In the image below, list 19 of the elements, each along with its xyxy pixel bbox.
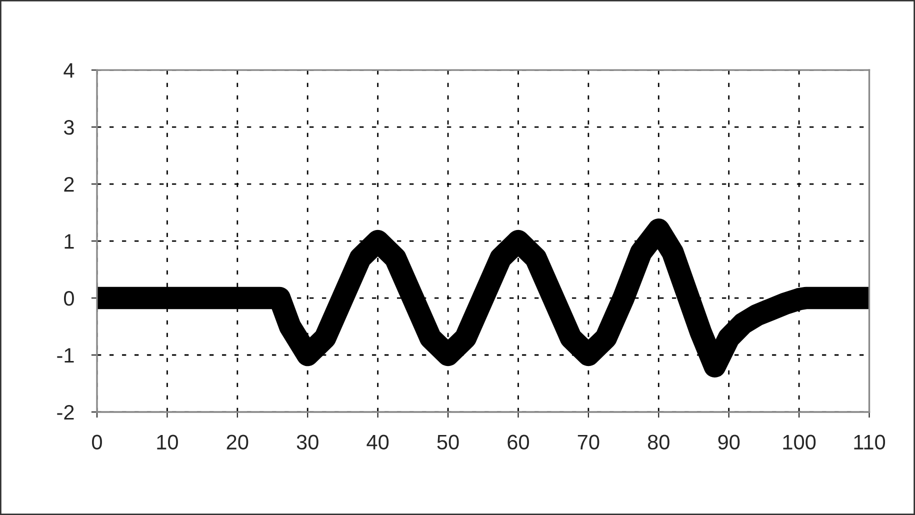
y-tick-label: 0: [64, 291, 74, 306]
x-tick-label: 20: [226, 434, 248, 450]
x-tick-label: 60: [508, 434, 529, 450]
x-tick-label: 10: [157, 434, 178, 450]
y-tick-label: -2: [57, 405, 74, 420]
x-tick-label: 110: [854, 434, 886, 450]
x-tick-label: 100: [783, 434, 816, 450]
x-tick-label: 0: [92, 434, 102, 450]
x-tick-label: 90: [718, 434, 740, 450]
y-tick-label: 3: [64, 120, 74, 135]
x-tick-label: 80: [648, 434, 670, 450]
x-tick-label: 30: [296, 434, 318, 450]
x-tick-label: 50: [437, 434, 459, 450]
x-tick-label: 70: [578, 434, 600, 450]
y-tick-label: -1: [57, 348, 74, 363]
y-tick-label: 2: [64, 177, 74, 192]
y-tick-label: 4: [64, 63, 74, 78]
y-tick-label: 1: [64, 234, 74, 249]
x-tick-label: 40: [366, 434, 389, 450]
